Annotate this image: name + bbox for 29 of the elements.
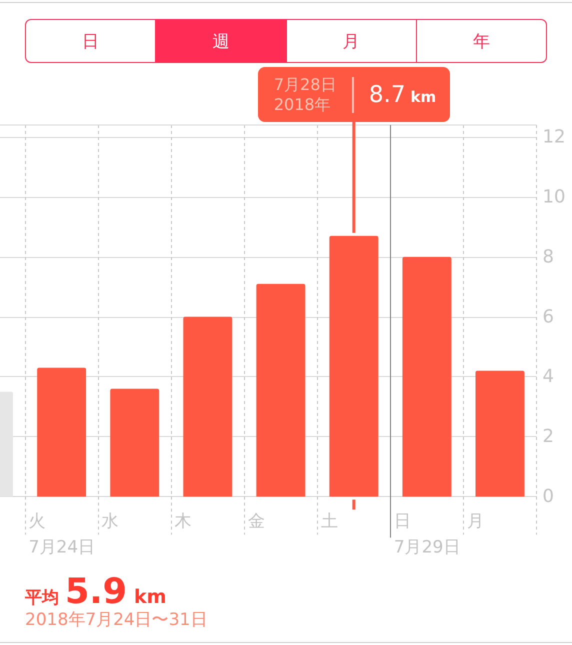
bar [37, 368, 86, 497]
bar [110, 388, 160, 497]
bar [402, 256, 452, 497]
y-tick-label: 12 [542, 126, 566, 148]
data-label: 8.7 km [368, 82, 436, 108]
x-tick-label: 土 [320, 512, 338, 532]
x-tick-label: 月 [466, 512, 484, 532]
text: 平均 5.9 km [25, 572, 166, 612]
y-tick-label: 10 [542, 186, 566, 208]
bar [183, 316, 232, 497]
x-tick-label: 日 7月29日 [394, 512, 460, 558]
x-tick-label: 金 [248, 512, 265, 532]
y-tick-label: 6 [542, 306, 554, 328]
bar [256, 284, 306, 497]
bar [329, 236, 378, 497]
tab-label: 日 [82, 30, 100, 52]
tab-label: 年 [472, 30, 490, 52]
x-tick-label: 水 [102, 512, 119, 532]
x-tick-label: 火 7月24日 [28, 512, 96, 558]
y-tick-label: 0 [542, 486, 554, 508]
y-tick-label: 4 [542, 366, 554, 388]
y-tick-label: 2 [542, 426, 554, 448]
tab-label: 週 [212, 30, 230, 52]
callout-box: 7月28日 2018年 8.7 km [258, 67, 450, 122]
text: 2018年7月24日〜31日 [25, 609, 208, 631]
x-tick-label: 木 [174, 512, 192, 532]
bar [475, 370, 524, 497]
y-tick-label: 8 [542, 246, 554, 268]
tab-label: 月 [342, 30, 360, 52]
